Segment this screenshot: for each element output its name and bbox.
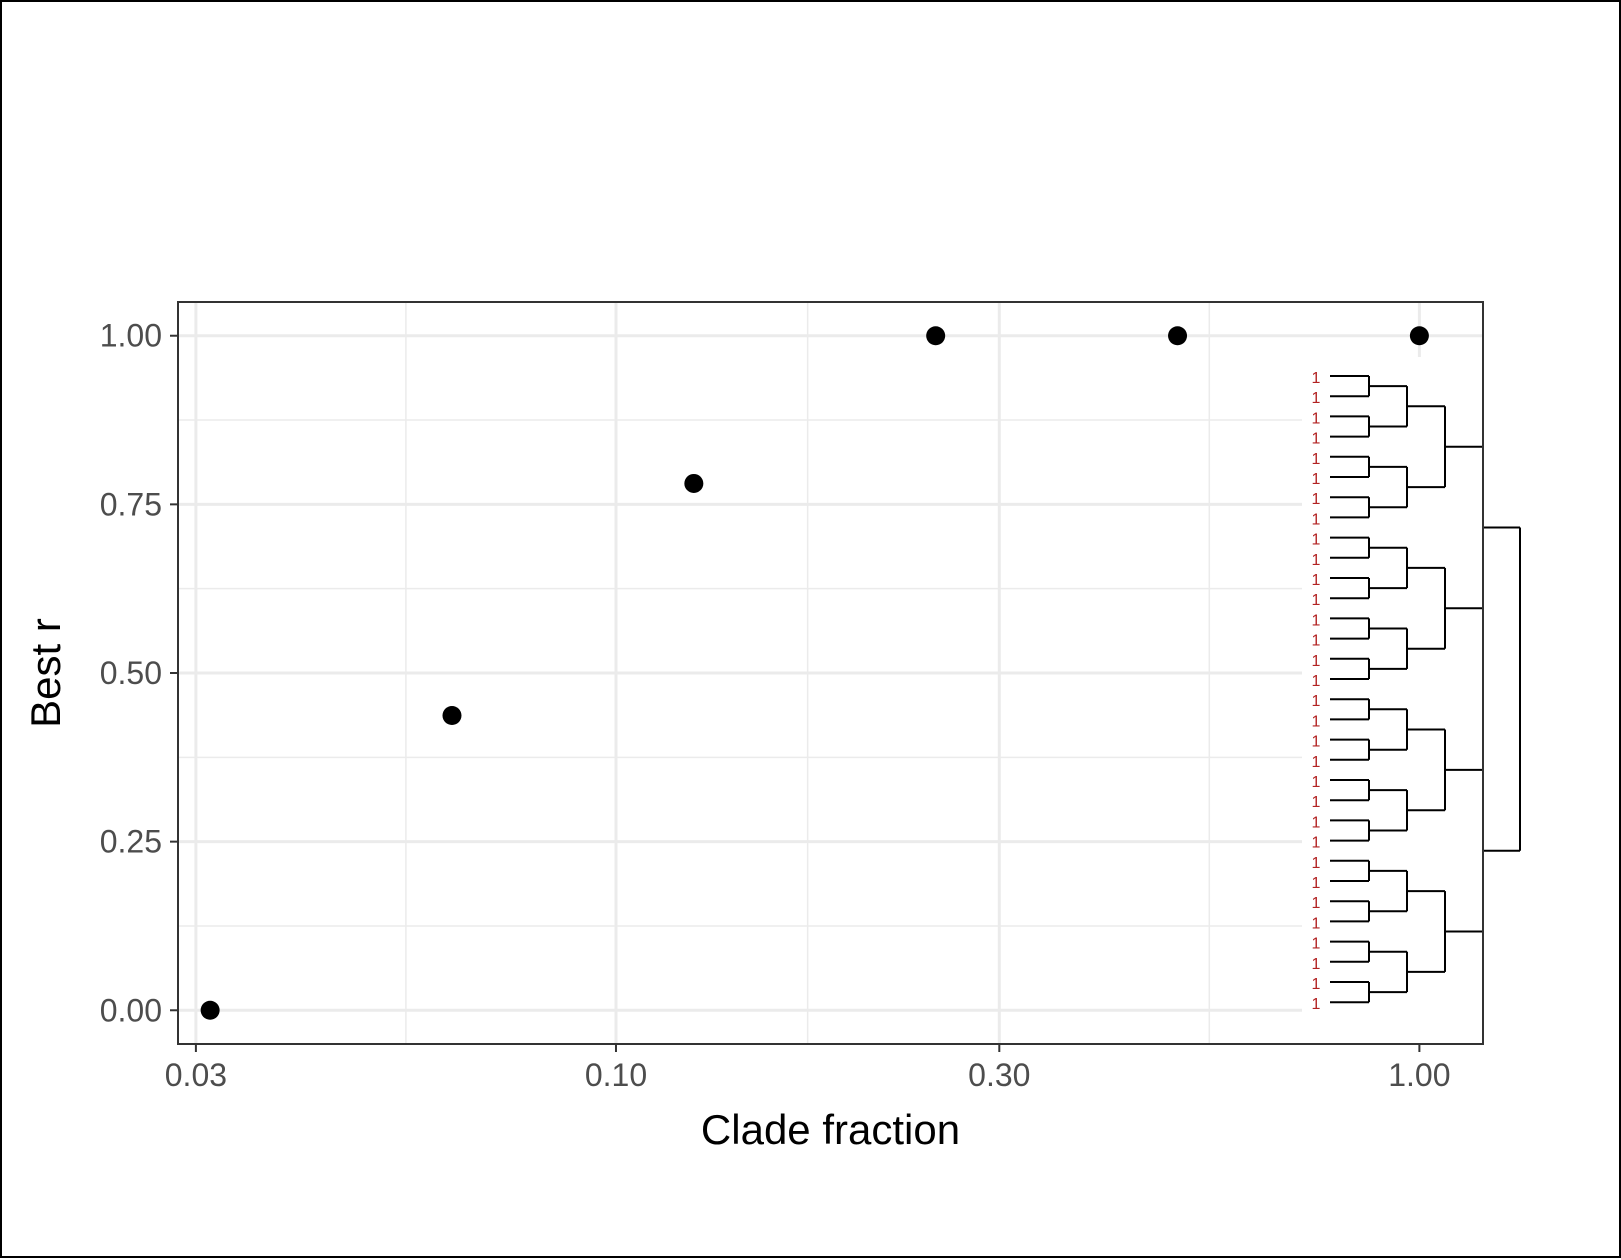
leaf-label: 1: [1312, 592, 1321, 609]
y-tick-label: 1.00: [100, 318, 162, 354]
y-tick-label: 0.25: [100, 824, 162, 860]
x-axis-title: Clade fraction: [701, 1106, 960, 1153]
leaf-label: 1: [1312, 956, 1321, 973]
leaf-label: 1: [1312, 552, 1321, 569]
x-tick-label: 1.00: [1388, 1057, 1450, 1093]
x-tick-label: 0.03: [165, 1057, 227, 1093]
leaf-label: 1: [1312, 370, 1321, 387]
leaf-label: 1: [1312, 976, 1321, 993]
leaf-label: 1: [1312, 612, 1321, 629]
leaf-label: 1: [1312, 653, 1321, 670]
leaf-label: 1: [1312, 633, 1321, 650]
leaf-label: 1: [1312, 915, 1321, 932]
data-point: [1168, 326, 1188, 346]
data-point: [684, 473, 704, 493]
data-point: [926, 326, 946, 346]
data-points: [200, 326, 1429, 1020]
leaf-label: 1: [1312, 996, 1321, 1013]
leaf-label: 1: [1312, 532, 1321, 549]
leaf-label: 1: [1312, 774, 1321, 791]
leaf-label: 1: [1312, 572, 1321, 589]
leaf-label: 1: [1312, 754, 1321, 771]
x-axis-ticks: 0.03 0.10 0.30 1.00: [165, 1044, 1451, 1093]
leaf-label: 1: [1312, 936, 1321, 953]
leaf-label: 1: [1312, 431, 1321, 448]
leaf-label: 1: [1312, 814, 1321, 831]
y-tick-label: 0.75: [100, 486, 162, 522]
leaf-label: 1: [1312, 713, 1321, 730]
leaf-label: 1: [1312, 855, 1321, 872]
leaf-label: 1: [1312, 734, 1321, 751]
leaf-label: 1: [1312, 895, 1321, 912]
leaf-label: 1: [1312, 673, 1321, 690]
leaf-label: 1: [1312, 875, 1321, 892]
leaf-label: 1: [1312, 835, 1321, 852]
leaf-label: 1: [1312, 693, 1321, 710]
leaf-label: 1: [1312, 491, 1321, 508]
data-point: [442, 705, 462, 725]
x-tick-label: 0.10: [585, 1057, 647, 1093]
leaf-label: 1: [1312, 511, 1321, 528]
y-axis-title: Best r: [22, 618, 69, 728]
y-tick-label: 0.00: [100, 992, 162, 1028]
data-point: [200, 1000, 220, 1020]
leaf-label: 1: [1312, 794, 1321, 811]
y-axis-ticks: 0.00 0.25 0.50 0.75 1.00: [100, 318, 178, 1028]
y-tick-label: 0.50: [100, 655, 162, 691]
leaf-label: 1: [1312, 451, 1321, 468]
data-point: [1409, 326, 1429, 346]
x-tick-label: 0.30: [968, 1057, 1030, 1093]
inset-background: [1302, 357, 1483, 1044]
leaf-label: 1: [1312, 471, 1321, 488]
dendrogram-inset: 1 1 1 1 1 1 1 1 1 1 1 1 1 1 1 1 1 1 1 1 1 1 1 1 1 1 1 1 1 1 1 1: [1302, 357, 1521, 1044]
leaf-label: 1: [1312, 390, 1321, 407]
leaf-label: 1: [1312, 410, 1321, 427]
